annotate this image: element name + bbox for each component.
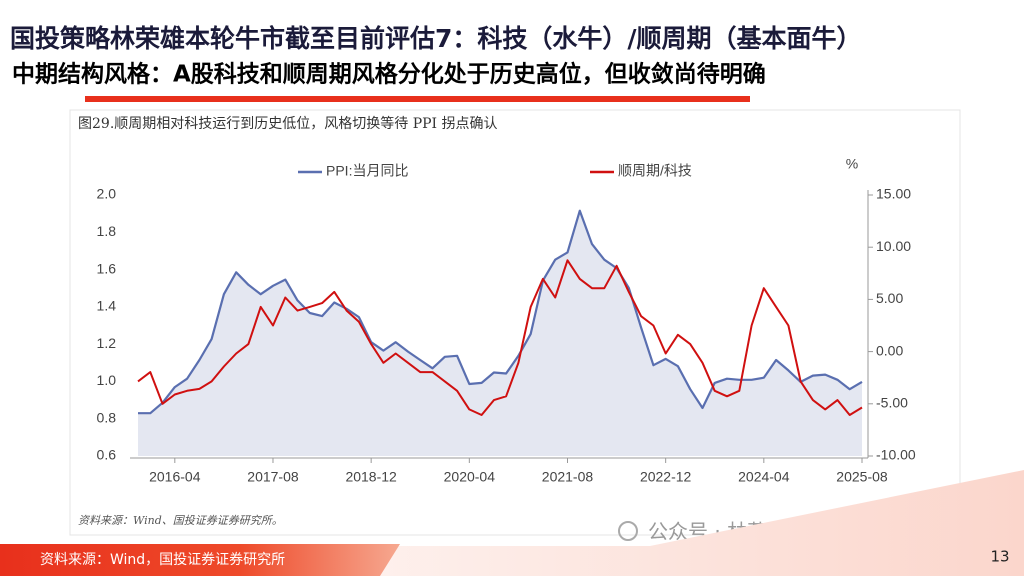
x-tick-label: 2024-04: [738, 469, 790, 485]
y-tick-label: 1.6: [97, 260, 117, 276]
y-tick-label: 1.4: [97, 298, 117, 314]
y2-tick-label: 15.00: [876, 186, 911, 202]
y-tick-label: 1.8: [97, 223, 117, 239]
footer-band: [0, 544, 400, 576]
y-tick-label: 1.2: [97, 335, 117, 351]
y-tick-label: 2.0: [97, 186, 117, 202]
y2-unit: %: [846, 156, 858, 172]
x-tick-label: 2017-08: [247, 469, 299, 485]
figure-caption: 图29.顺周期相对科技运行到历史低位，风格切换等待 PPI 拐点确认: [78, 115, 498, 132]
y2-tick-label: -10.00: [876, 447, 916, 463]
series-area: [138, 210, 862, 456]
chart: 0.6 0.8 1.0 1.2 1.4 1.6 1.8 2.0 -10.00 -5.00 0.00 5…: [97, 156, 916, 485]
y2-tick-label: 10.00: [876, 238, 911, 254]
x-tick-label: 2020-04: [444, 469, 496, 485]
chart-source: 资料来源：Wind、国投证券证券研究所。: [78, 514, 283, 527]
x-tick-label: 2016-04: [149, 469, 201, 485]
y-tick-label: 1.0: [97, 372, 117, 388]
title-underline: [85, 96, 750, 102]
y2-tick-label: 0.00: [876, 342, 903, 358]
series-line: [137, 259, 863, 416]
watermark-icon: [618, 521, 638, 541]
x-tick-label: 2018-12: [345, 469, 397, 485]
page-number: 13: [990, 548, 1009, 566]
slide-title: 国投策略林荣雄本轮牛市截至目前评估7：科技（水牛）/顺周期（基本面牛）: [10, 24, 862, 53]
y2-tick-label: -5.00: [876, 395, 908, 411]
y2-tick-label: 5.00: [876, 290, 903, 306]
x-tick-label: 2022-12: [640, 469, 692, 485]
figure-frame: [69, 109, 961, 536]
x-tick-label: 2025-08: [836, 469, 888, 485]
legend-label: 顺周期/科技: [618, 163, 692, 179]
y-tick-label: 0.8: [97, 409, 117, 425]
footer-source: 资料来源：Wind，国投证券证券研究所: [40, 552, 285, 568]
slide-subtitle: 中期结构风格：A股科技和顺周期风格分化处于历史高位，但收敛尚待明确: [12, 61, 766, 88]
y-tick-label: 0.6: [97, 447, 117, 463]
legend-label: PPI:当月同比: [326, 163, 408, 179]
x-tick-label: 2021-08: [542, 469, 594, 485]
